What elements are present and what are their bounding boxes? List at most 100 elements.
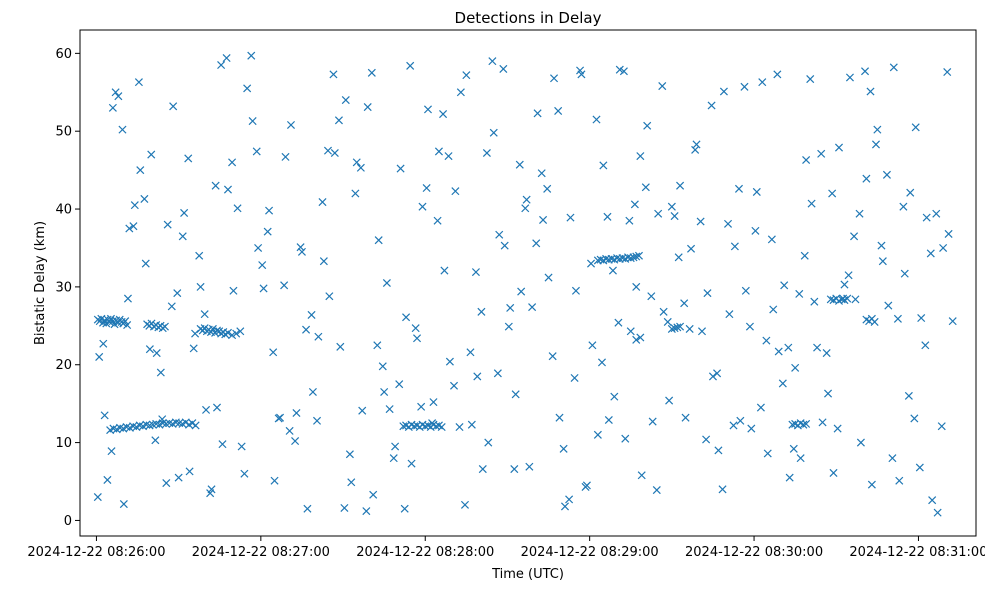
data-point <box>933 508 942 517</box>
data-point <box>308 387 317 397</box>
data-point <box>539 215 548 224</box>
data-point <box>813 343 822 352</box>
data-point <box>499 64 508 73</box>
data-point <box>593 430 602 439</box>
data-point <box>259 284 268 293</box>
data-point <box>169 102 178 111</box>
data-point <box>297 247 306 256</box>
data-point <box>511 390 520 399</box>
data-point <box>734 184 744 193</box>
data-point <box>329 70 338 79</box>
data-point <box>429 398 438 407</box>
data-point <box>599 161 608 170</box>
data-point <box>796 454 805 463</box>
data-point <box>888 454 897 463</box>
data-point <box>423 105 433 114</box>
data-point <box>641 183 650 192</box>
data-point <box>696 217 705 226</box>
data-point <box>687 244 696 253</box>
data-point <box>222 54 231 63</box>
data-point <box>152 349 161 358</box>
data-point <box>833 424 842 433</box>
x-tick-label: 2024-12-22 08:27:00 <box>192 545 330 560</box>
data-point <box>713 369 722 378</box>
data-point <box>296 243 305 252</box>
data-point <box>550 74 559 83</box>
data-point <box>173 289 182 298</box>
data-point <box>129 222 138 231</box>
data-point <box>418 202 427 211</box>
data-point <box>895 476 904 485</box>
data-point <box>604 415 613 425</box>
data-point <box>626 327 635 336</box>
data-point <box>922 213 931 222</box>
data-point <box>795 289 804 298</box>
data-point <box>752 187 761 196</box>
data-point <box>780 281 789 290</box>
data-point <box>228 331 237 340</box>
data-point <box>714 446 723 455</box>
data-point <box>434 147 443 156</box>
data-point <box>769 305 778 314</box>
data-point <box>151 436 160 445</box>
data-point <box>140 194 149 203</box>
data-point <box>439 110 448 119</box>
data-point <box>532 239 541 248</box>
data-point <box>597 358 607 367</box>
data-point <box>456 88 465 97</box>
data-point <box>692 140 701 149</box>
data-point <box>358 406 367 415</box>
y-tick-label: 10 <box>55 436 72 451</box>
data-point <box>223 328 232 337</box>
data-point <box>548 352 557 361</box>
data-point <box>336 342 345 351</box>
data-point <box>292 408 301 418</box>
data-point <box>718 485 727 494</box>
data-point <box>389 454 398 463</box>
data-point <box>610 392 619 401</box>
data-point <box>189 344 198 353</box>
data-point <box>676 181 685 190</box>
data-point <box>107 447 116 456</box>
data-point <box>521 204 530 213</box>
data-point <box>878 257 887 266</box>
data-point <box>619 67 628 76</box>
data-point <box>119 500 128 509</box>
data-point <box>663 317 672 326</box>
data-point <box>906 188 915 197</box>
data-point <box>351 189 360 198</box>
data-point <box>791 363 800 372</box>
data-point <box>724 219 733 228</box>
data-point <box>462 71 471 80</box>
data-point <box>867 480 876 489</box>
data-point <box>915 463 924 472</box>
data-point <box>185 467 194 476</box>
data-point <box>667 324 676 333</box>
data-point <box>500 241 509 250</box>
data-point <box>873 125 882 134</box>
data-point <box>806 75 815 84</box>
data-point <box>493 369 502 378</box>
data-point <box>510 465 519 474</box>
data-point <box>130 201 139 210</box>
data-point <box>95 352 104 361</box>
data-point <box>851 295 860 304</box>
data-point <box>571 286 580 295</box>
data-point <box>652 486 661 495</box>
data-point <box>736 416 745 425</box>
data-point <box>449 381 459 390</box>
data-point <box>395 380 404 389</box>
data-point <box>495 230 504 239</box>
data-point <box>576 66 585 75</box>
data-point <box>856 438 865 447</box>
data-point <box>948 317 957 326</box>
data-point <box>347 478 356 487</box>
data-point <box>926 249 935 258</box>
data-point <box>270 476 279 485</box>
y-tick-label: 60 <box>55 47 72 62</box>
data-point <box>719 87 728 96</box>
data-point <box>828 189 837 198</box>
data-point <box>504 322 513 331</box>
data-point <box>802 419 811 428</box>
data-point <box>178 232 187 241</box>
